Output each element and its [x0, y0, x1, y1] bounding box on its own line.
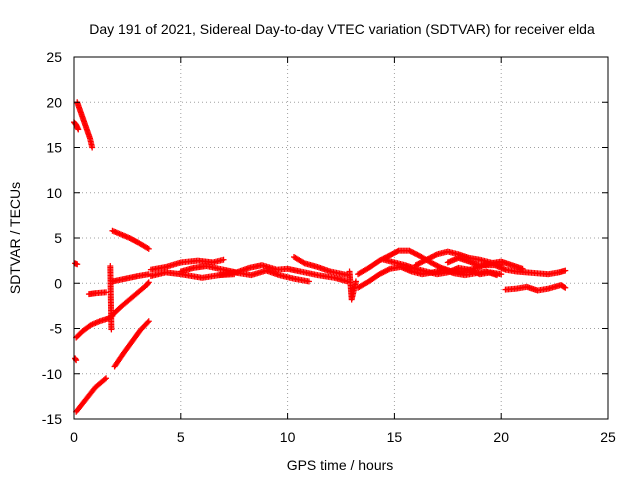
x-tick-label: 25 — [600, 429, 616, 445]
data-point — [220, 256, 227, 263]
data-point — [145, 279, 152, 286]
data-point — [145, 245, 152, 252]
y-tick-label: 10 — [46, 185, 62, 201]
grid-lines — [74, 57, 608, 419]
data-point — [498, 271, 505, 278]
x-tick-label: 15 — [387, 429, 403, 445]
data-point — [103, 375, 110, 382]
y-axis-label: SDTVAR / TECUs — [7, 182, 23, 294]
y-tick-label: 20 — [46, 94, 62, 110]
data-point — [432, 251, 439, 258]
data-point — [145, 280, 152, 287]
x-tick-label: 5 — [177, 429, 185, 445]
data-point — [562, 284, 569, 291]
data-point — [352, 278, 359, 285]
y-tick-label: 25 — [46, 49, 62, 65]
data-point — [561, 284, 568, 291]
data-point — [385, 266, 392, 273]
data-point — [74, 261, 81, 268]
y-tick-label: -10 — [42, 366, 62, 382]
x-axis-label: GPS time / hours — [287, 457, 394, 473]
y-tick-label: -15 — [42, 411, 62, 427]
data-point — [108, 326, 115, 333]
x-tick-label: 20 — [493, 429, 509, 445]
y-tick-label: 5 — [54, 230, 62, 246]
axis-ticks: 0 5 10 15 20 25 -15 -10 -5 0 5 10 15 20 25 — [42, 49, 616, 445]
data-point — [562, 267, 569, 274]
data-point — [145, 318, 152, 325]
y-tick-label: 0 — [54, 275, 62, 291]
data-point — [101, 376, 108, 383]
chart-title: Day 191 of 2021, Sidereal Day-to-day VTE… — [89, 21, 595, 37]
data-point — [519, 265, 526, 272]
data-point — [103, 289, 110, 296]
data-point — [305, 278, 312, 285]
data-point — [144, 319, 151, 326]
data-point — [144, 245, 151, 252]
y-tick-label: -5 — [50, 321, 63, 337]
data-point — [89, 144, 96, 151]
x-tick-label: 10 — [280, 429, 296, 445]
data-points — [71, 99, 569, 415]
x-tick-label: 0 — [70, 429, 78, 445]
data-point — [300, 259, 307, 266]
y-tick-label: 15 — [46, 140, 62, 156]
data-point — [75, 126, 82, 133]
